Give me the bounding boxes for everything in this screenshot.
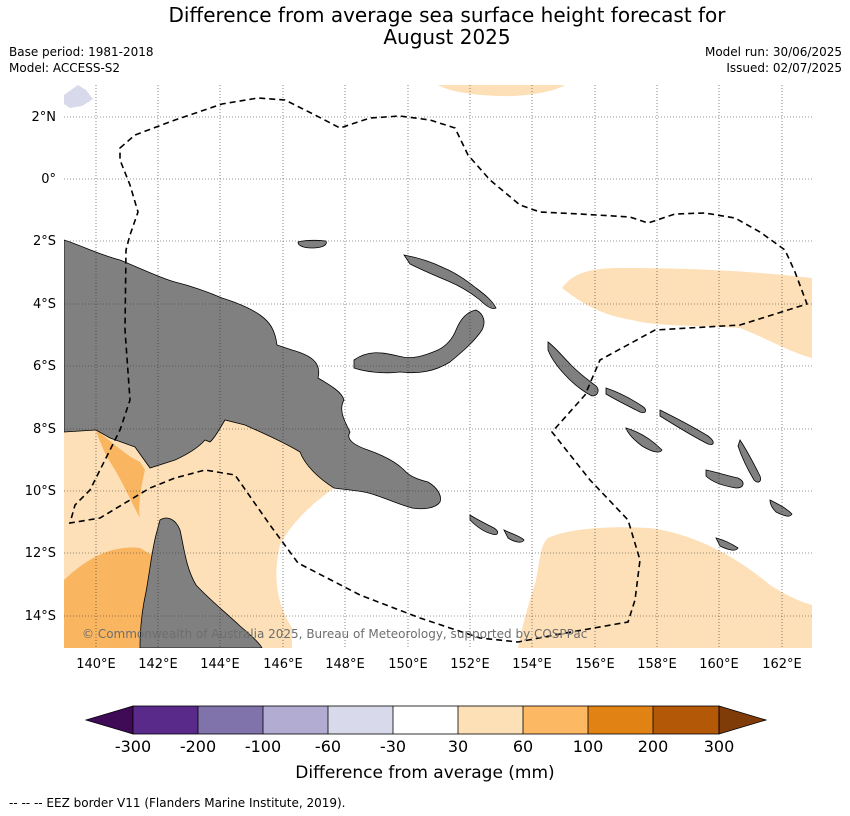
base-period: Base period: 1981-2018 (9, 45, 154, 59)
issued-date: Issued: 02/07/2025 (726, 61, 842, 75)
colorbar-cell (263, 706, 328, 734)
title-line-1: Difference from average sea surface heig… (168, 3, 726, 27)
lat-label: 14°S (25, 609, 56, 624)
lon-label: 142°E (138, 657, 178, 672)
lon-label: 140°E (76, 657, 116, 672)
eez-legend-note: -- -- -- EEZ border V11 (Flanders Marine… (9, 796, 346, 810)
model-name: Model: ACCESS-S2 (9, 61, 121, 75)
anomaly-area-30-60-southeast (518, 527, 812, 648)
solomon-islands-south (625, 427, 663, 453)
map-panel: © Commonwealth of Australia 2025, Bureau… (64, 85, 812, 648)
colorbar-cell (133, 706, 198, 734)
lon-label: 146°E (263, 657, 303, 672)
colorbar-tick: -300 (115, 737, 151, 756)
manus-island (297, 239, 327, 249)
colorbar-tick: 100 (573, 737, 604, 756)
lat-label: 0° (41, 172, 56, 187)
lat-label: 8°S (33, 422, 56, 437)
colorbar-tick: -200 (180, 737, 216, 756)
lon-label: 162°E (762, 657, 802, 672)
colorbar-extend-high (718, 705, 768, 735)
colorbar-tick: 300 (704, 737, 735, 756)
louisiade-islands (469, 514, 739, 551)
colorbar-cell (588, 706, 653, 734)
colorbar-cell (458, 706, 523, 734)
lat-label: 10°S (25, 484, 56, 499)
lat-label: 2°S (33, 234, 56, 249)
copyright-notice: © Commonwealth of Australia 2025, Bureau… (82, 627, 587, 641)
new-britain (353, 309, 485, 374)
new-ireland (403, 254, 497, 309)
bougainville-island (547, 341, 599, 397)
vanuatu-islands (705, 439, 793, 517)
lon-label: 160°E (699, 657, 739, 672)
colorbar-cell (328, 706, 393, 734)
colorbar-cell (653, 706, 719, 734)
colorbar-title: Difference from average (mm) (295, 763, 554, 783)
lon-label: 152°E (450, 657, 490, 672)
eez-border (68, 97, 809, 643)
colorbar-cell (198, 706, 263, 734)
lon-label: 154°E (512, 657, 552, 672)
solomon-islands-north (605, 387, 646, 413)
colorbar-tick: -60 (315, 737, 341, 756)
colorbar-tick: 200 (638, 737, 669, 756)
colorbar-extend-low (84, 705, 134, 735)
anomaly-area-neg30-neg60-north (64, 85, 93, 108)
lat-label: 4°S (33, 297, 56, 312)
lon-label: 144°E (200, 657, 240, 672)
graticule (64, 85, 812, 648)
model-run: Model run: 30/06/2025 (704, 45, 842, 59)
colorbar-cell (523, 706, 588, 734)
colorbar-tick: -30 (380, 737, 406, 756)
anomaly-area-30-60-east (562, 268, 812, 358)
meta-right: Model run: 30/06/2025 Issued: 02/07/2025 (705, 44, 842, 76)
lon-label: 148°E (325, 657, 365, 672)
colorbar-tick: 30 (448, 737, 468, 756)
title-line-2: August 2025 (383, 25, 511, 49)
solomon-islands-central (659, 409, 714, 445)
lon-label: 158°E (637, 657, 677, 672)
meta-left: Base period: 1981-2018 Model: ACCESS-S2 (9, 44, 154, 76)
longitude-labels: 140°E 142°E 144°E 146°E 148°E 150°E 152°… (76, 657, 802, 672)
lon-label: 156°E (575, 657, 615, 672)
latitude-labels: 2°N 0° 2°S 4°S 6°S 8°S 10°S 12°S 14°S (25, 110, 56, 624)
cape-york-peninsula (139, 517, 263, 648)
anomaly-area-30-60-north (438, 85, 565, 97)
colorbar: -300 -200 -100 -60 -30 30 60 100 200 300… (84, 705, 768, 783)
colorbar-cell (393, 706, 458, 734)
colorbar-tick: 60 (513, 737, 533, 756)
anomaly-area-60-100-carpentaria (96, 430, 145, 518)
colorbar-tick: -100 (245, 737, 281, 756)
lat-label: 2°N (32, 110, 57, 125)
map-title: Difference from average sea surface heig… (0, 4, 850, 48)
lat-label: 6°S (33, 359, 56, 374)
lon-label: 150°E (388, 657, 428, 672)
lat-label: 12°S (25, 546, 56, 561)
